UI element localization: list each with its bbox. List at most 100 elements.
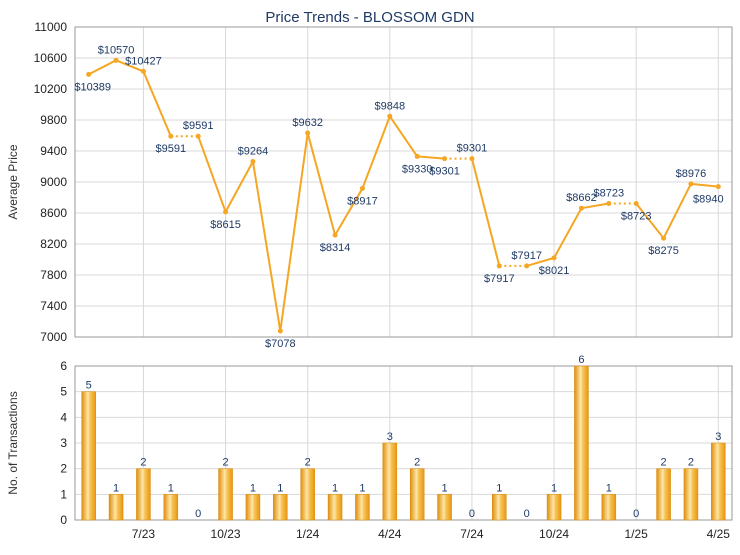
transactions-bar [601, 494, 617, 521]
price-point [496, 263, 502, 269]
price-data-label: $8917 [347, 195, 378, 207]
x-tick-label: 4/24 [378, 527, 402, 541]
price-data-label: $8940 [693, 194, 724, 206]
bottom-y-axis-label: No. of Transactions [6, 391, 20, 494]
price-line-segment [690, 182, 719, 188]
price-data-label: $9330 [402, 163, 433, 175]
price-line-segment [553, 207, 583, 259]
price-point [551, 255, 557, 261]
price-y-tick-label: 11000 [35, 20, 68, 34]
transactions-bar [81, 391, 96, 521]
price-y-tick-label: 7000 [40, 330, 67, 344]
transactions-data-label: 1 [551, 482, 557, 494]
transactions-data-label: 1 [332, 482, 338, 494]
price-line-segment [526, 256, 555, 267]
transactions-bar [656, 468, 671, 521]
transactions-data-label: 1 [606, 482, 612, 494]
transactions-bar [108, 494, 124, 521]
price-point [332, 232, 338, 238]
transactions-data-label: 2 [661, 457, 667, 469]
price-point [305, 130, 311, 136]
price-point [633, 200, 639, 206]
transactions-y-tick-label: 3 [60, 436, 67, 450]
transactions-y-tick-label: 2 [60, 462, 67, 476]
transactions-data-label: 0 [195, 508, 201, 520]
x-tick-label: 1/24 [296, 527, 320, 541]
x-tick-label: 10/23 [211, 527, 241, 541]
transactions-data-label: 6 [578, 354, 584, 366]
x-tick-label: 10/24 [539, 527, 569, 541]
transactions-bar [382, 442, 398, 521]
price-point [578, 205, 584, 211]
transactions-bar [492, 494, 507, 521]
transactions-data-label: 1 [496, 482, 502, 494]
price-y-tick-label: 7400 [40, 299, 67, 313]
x-tick-label: 7/24 [460, 527, 484, 541]
price-data-label: $8615 [210, 219, 241, 231]
transactions-bar [546, 494, 562, 521]
transactions-plot-frame [74, 365, 733, 521]
price-data-label: $9301 [457, 143, 488, 155]
price-point [442, 156, 448, 162]
transactions-bar [300, 468, 315, 521]
price-point [113, 57, 119, 63]
price-line-segment [115, 59, 144, 73]
price-point [661, 235, 667, 241]
transactions-bar [683, 468, 699, 521]
price-data-label: $8275 [648, 245, 679, 257]
price-line-segment [635, 202, 665, 239]
price-point [140, 68, 146, 74]
price-data-label: $8662 [566, 192, 597, 204]
price-line-segment [581, 202, 609, 210]
price-y-tick-label: 8600 [40, 206, 67, 220]
price-data-label: $9591 [183, 120, 214, 132]
transactions-y-tick-label: 1 [60, 487, 67, 501]
transactions-data-label: 2 [140, 457, 146, 469]
transactions-data-label: 1 [277, 482, 283, 494]
transactions-y-tick-label: 6 [60, 359, 67, 373]
price-point [414, 153, 420, 159]
price-point [715, 184, 721, 190]
price-data-label: $7917 [511, 250, 542, 262]
price-y-tick-label: 9000 [40, 175, 67, 189]
transactions-data-label: 0 [633, 508, 639, 520]
price-line-segment [88, 59, 117, 76]
price-data-label: $8314 [320, 242, 351, 254]
transactions-bar [711, 442, 726, 521]
transactions-y-tick-label: 4 [60, 410, 67, 424]
price-point [223, 209, 229, 215]
price-panel: 7000 7400 7800 8200 8600 9000 9400 9800 10200 106… [34, 20, 733, 344]
price-line-segment [388, 115, 419, 157]
price-data-label: $8723 [621, 210, 652, 222]
top-y-axis-label: Average Price [6, 144, 20, 219]
price-data-label: $7078 [265, 338, 296, 350]
price-line-segment [470, 158, 501, 267]
price-data-label: $9632 [292, 117, 323, 129]
price-point [195, 133, 201, 139]
price-y-tick-label: 9400 [40, 144, 67, 158]
price-y-tick-label: 8200 [40, 237, 67, 251]
x-tick-label: 4/25 [707, 527, 731, 541]
price-y-tick-label: 9800 [40, 113, 67, 127]
transactions-bar [327, 494, 343, 521]
price-data-label: $8723 [594, 187, 625, 199]
transactions-data-label: 3 [387, 431, 393, 443]
transactions-bar [245, 494, 261, 521]
price-point [606, 200, 612, 206]
price-y-tick-label: 10200 [34, 82, 68, 96]
x-tick-label: 7/23 [132, 527, 156, 541]
transactions-data-label: 1 [168, 482, 174, 494]
transactions-bar [355, 494, 370, 521]
price-point [250, 159, 256, 165]
transactions-bar [437, 494, 452, 521]
price-line-segment [279, 132, 309, 332]
transactions-data-label: 2 [223, 457, 229, 469]
price-point [688, 181, 694, 187]
transactions-data-label: 0 [524, 508, 530, 520]
price-point [359, 185, 365, 191]
price-data-label: $10389 [74, 81, 111, 93]
price-point [86, 71, 92, 77]
price-line-segment [224, 161, 254, 213]
